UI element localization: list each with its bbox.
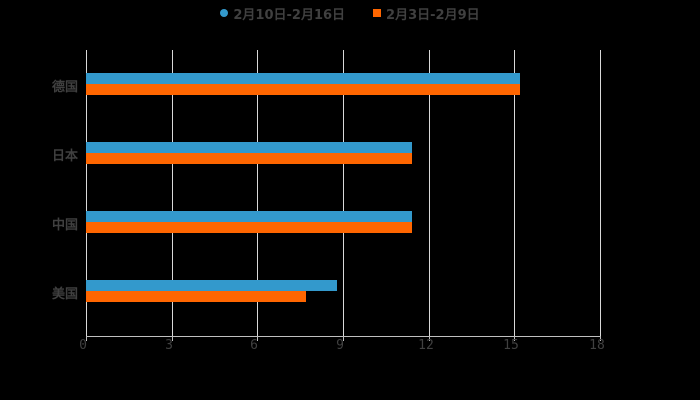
gridline bbox=[514, 50, 515, 336]
x-tick-label: 0 bbox=[79, 338, 87, 353]
bar-2[interactable] bbox=[86, 291, 306, 302]
legend-label: 2月10日-2月16日 bbox=[233, 7, 346, 23]
legend-item-series-1[interactable]: 2月10日-2月16日 bbox=[220, 4, 346, 23]
gridline bbox=[600, 50, 601, 336]
y-category-label: 德国 bbox=[51, 80, 78, 95]
x-tick-label: 18 bbox=[589, 338, 605, 353]
legend-label: 2月3日-2月9日 bbox=[386, 7, 480, 23]
bar-2[interactable] bbox=[86, 84, 520, 95]
gridline bbox=[343, 50, 344, 336]
chart-legend: 2月10日-2月16日 2月3日-2月9日 bbox=[0, 4, 700, 23]
legend-swatch-icon bbox=[373, 9, 382, 17]
y-category-label: 日本 bbox=[51, 149, 78, 164]
gridline bbox=[429, 50, 430, 336]
x-tick-label: 6 bbox=[250, 338, 258, 353]
legend-swatch-icon bbox=[220, 9, 229, 17]
y-category-label: 美国 bbox=[51, 287, 78, 302]
x-tick-label: 12 bbox=[418, 338, 434, 353]
x-tick bbox=[343, 336, 344, 341]
gridline bbox=[257, 50, 258, 336]
x-tick bbox=[86, 336, 87, 341]
x-tick bbox=[514, 336, 515, 341]
gridline bbox=[172, 50, 173, 336]
bar-1[interactable] bbox=[86, 211, 412, 222]
x-tick bbox=[600, 336, 601, 341]
y-category-label: 中国 bbox=[51, 218, 78, 233]
gridline bbox=[86, 50, 87, 336]
x-tick bbox=[172, 336, 173, 341]
x-tick-label: 9 bbox=[336, 338, 344, 353]
bar-1[interactable] bbox=[86, 280, 337, 291]
x-tick bbox=[257, 336, 258, 341]
legend-item-series-2[interactable]: 2月3日-2月9日 bbox=[373, 4, 480, 23]
bar-1[interactable] bbox=[86, 142, 412, 153]
x-tick-label: 3 bbox=[165, 338, 173, 353]
bar-2[interactable] bbox=[86, 222, 412, 233]
x-tick-label: 15 bbox=[503, 338, 519, 353]
bar-1[interactable] bbox=[86, 73, 520, 84]
bar-2[interactable] bbox=[86, 153, 412, 164]
x-tick bbox=[429, 336, 430, 341]
